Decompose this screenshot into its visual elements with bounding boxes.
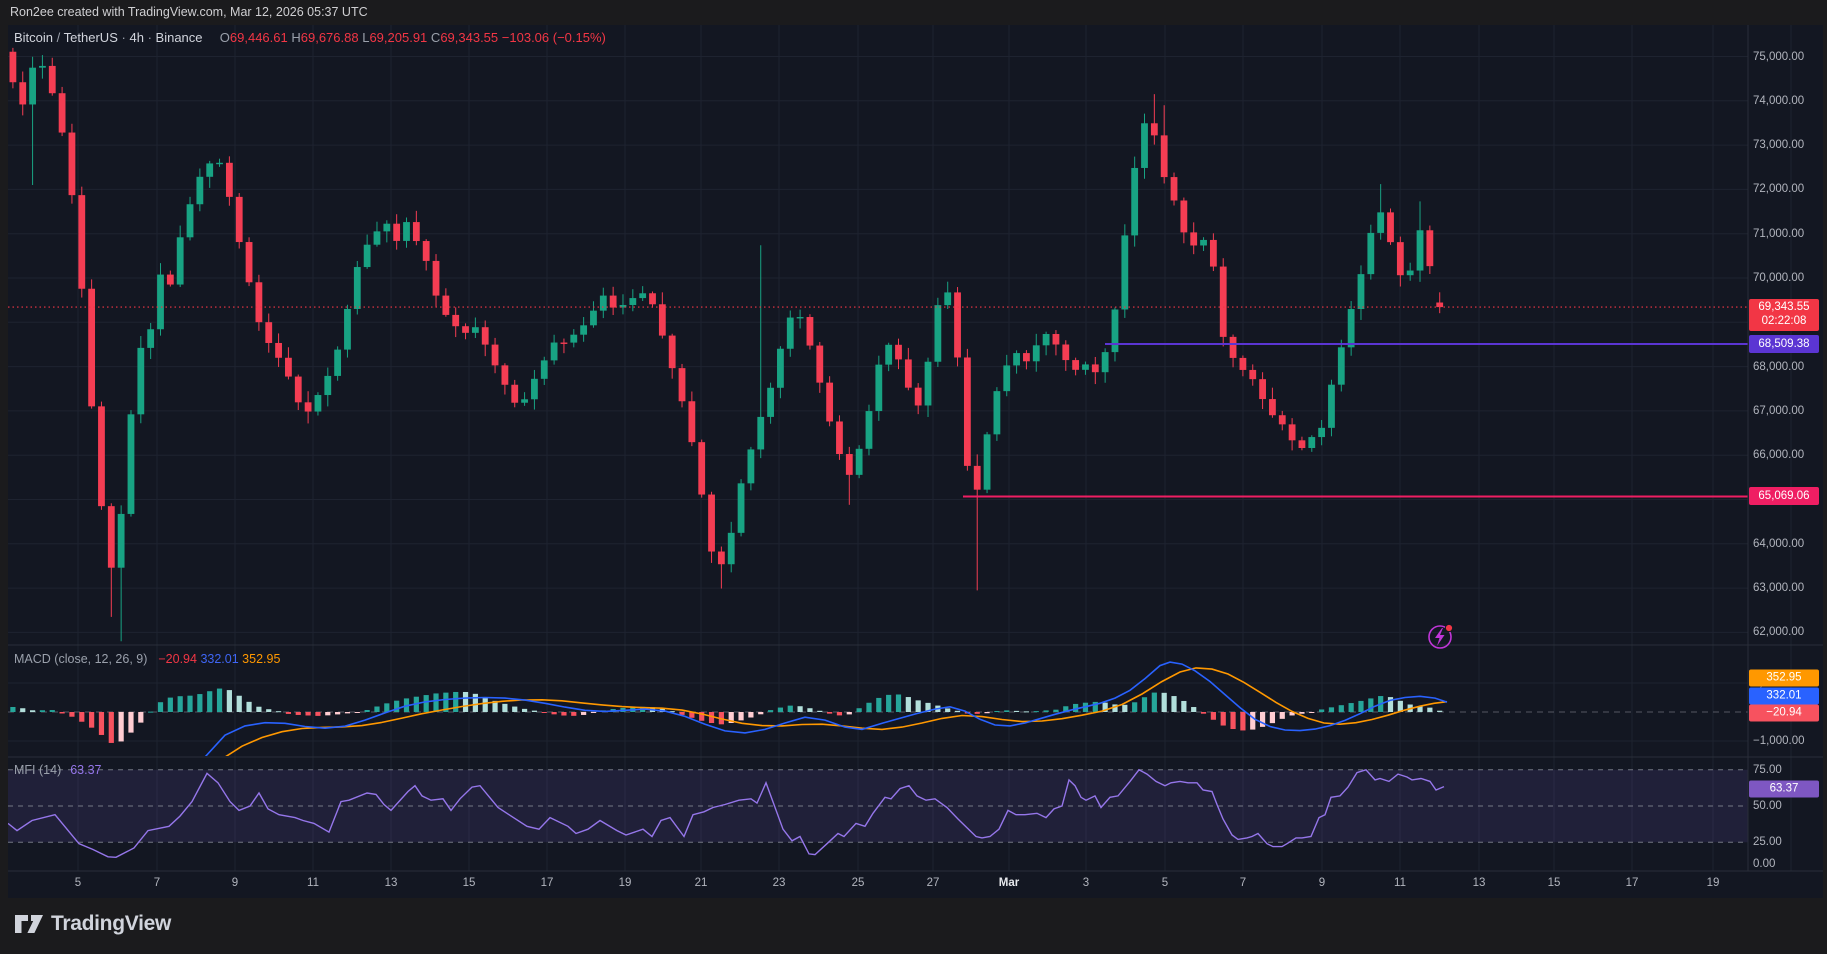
current-price-badge: 69,343.55 02:22:08 bbox=[1749, 299, 1819, 332]
purple-level-badge: 68,509.38 bbox=[1749, 335, 1819, 354]
open-label: O bbox=[219, 30, 230, 45]
symbol-name[interactable]: Bitcoin bbox=[14, 30, 54, 45]
macd-signal-value: 352.95 bbox=[242, 652, 281, 666]
chart-background bbox=[0, 25, 1827, 898]
current-price-value: 69,343.55 bbox=[1758, 301, 1810, 314]
low-value: 69,205.91 bbox=[369, 30, 428, 45]
macd-hist-value: −20.94 bbox=[158, 652, 197, 666]
candlestick-series bbox=[9, 47, 1444, 642]
tradingview-logo-text: TradingView bbox=[51, 912, 172, 935]
high-label: H bbox=[291, 30, 301, 45]
countdown-timer: 02:22:08 bbox=[1761, 315, 1807, 328]
attribution-bar: Ron2ee created with TradingView.com, Mar… bbox=[0, 0, 1827, 25]
tradingview-logo[interactable]: TradingView bbox=[14, 912, 171, 936]
mfi-value: 63.37 bbox=[70, 763, 102, 777]
macd-signal-line bbox=[225, 667, 1448, 756]
macd-main-line bbox=[204, 661, 1448, 756]
macd-signal-badge: 352.95 bbox=[1749, 669, 1819, 687]
symbol-legend[interactable]: Bitcoin / TetherUS · 4h · Binance O69,44… bbox=[14, 30, 606, 45]
mfi-line bbox=[8, 768, 1445, 859]
macd-legend[interactable]: MACD (close, 12, 26, 9) −20.94 332.01 35… bbox=[14, 652, 280, 666]
dot: · bbox=[147, 30, 152, 45]
macd-line-value: 332.01 bbox=[200, 652, 239, 666]
high-value: 69,676.88 bbox=[300, 30, 359, 45]
mfi-value-badge: 63.37 bbox=[1749, 780, 1819, 798]
macd-line-badge: 332.01 bbox=[1749, 687, 1819, 705]
macd-hist-badge: −20.94 bbox=[1749, 704, 1819, 722]
exchange-label[interactable]: Binance bbox=[155, 30, 203, 45]
attribution-text: Ron2ee created with TradingView.com, Mar… bbox=[10, 5, 368, 19]
mfi-title[interactable]: MFI (14) bbox=[14, 763, 62, 777]
tradingview-logo-icon bbox=[15, 915, 43, 933]
change-value: −103.06 (−0.15%) bbox=[501, 30, 606, 45]
close-value: 69,343.55 bbox=[440, 30, 499, 45]
footer-bar bbox=[0, 898, 1827, 954]
dot: · bbox=[121, 30, 126, 45]
interval-label[interactable]: 4h bbox=[129, 30, 144, 45]
open-value: 69,446.61 bbox=[229, 30, 288, 45]
flash-icon[interactable] bbox=[1428, 623, 1454, 649]
grid-lines bbox=[8, 25, 1792, 871]
left-margin bbox=[0, 25, 8, 898]
symbol-pair[interactable]: TetherUS bbox=[63, 30, 118, 45]
symbol-slash: / bbox=[56, 30, 61, 45]
right-margin bbox=[1823, 25, 1827, 898]
mfi-pane bbox=[8, 768, 1748, 859]
mfi-legend[interactable]: MFI (14) 63.37 bbox=[14, 763, 102, 777]
macd-pane bbox=[8, 661, 1748, 756]
pink-level-badge: 65,069.06 bbox=[1749, 487, 1819, 506]
close-label: C bbox=[430, 30, 441, 45]
macd-title[interactable]: MACD (close, 12, 26, 9) bbox=[14, 652, 148, 666]
low-label: L bbox=[362, 30, 370, 45]
